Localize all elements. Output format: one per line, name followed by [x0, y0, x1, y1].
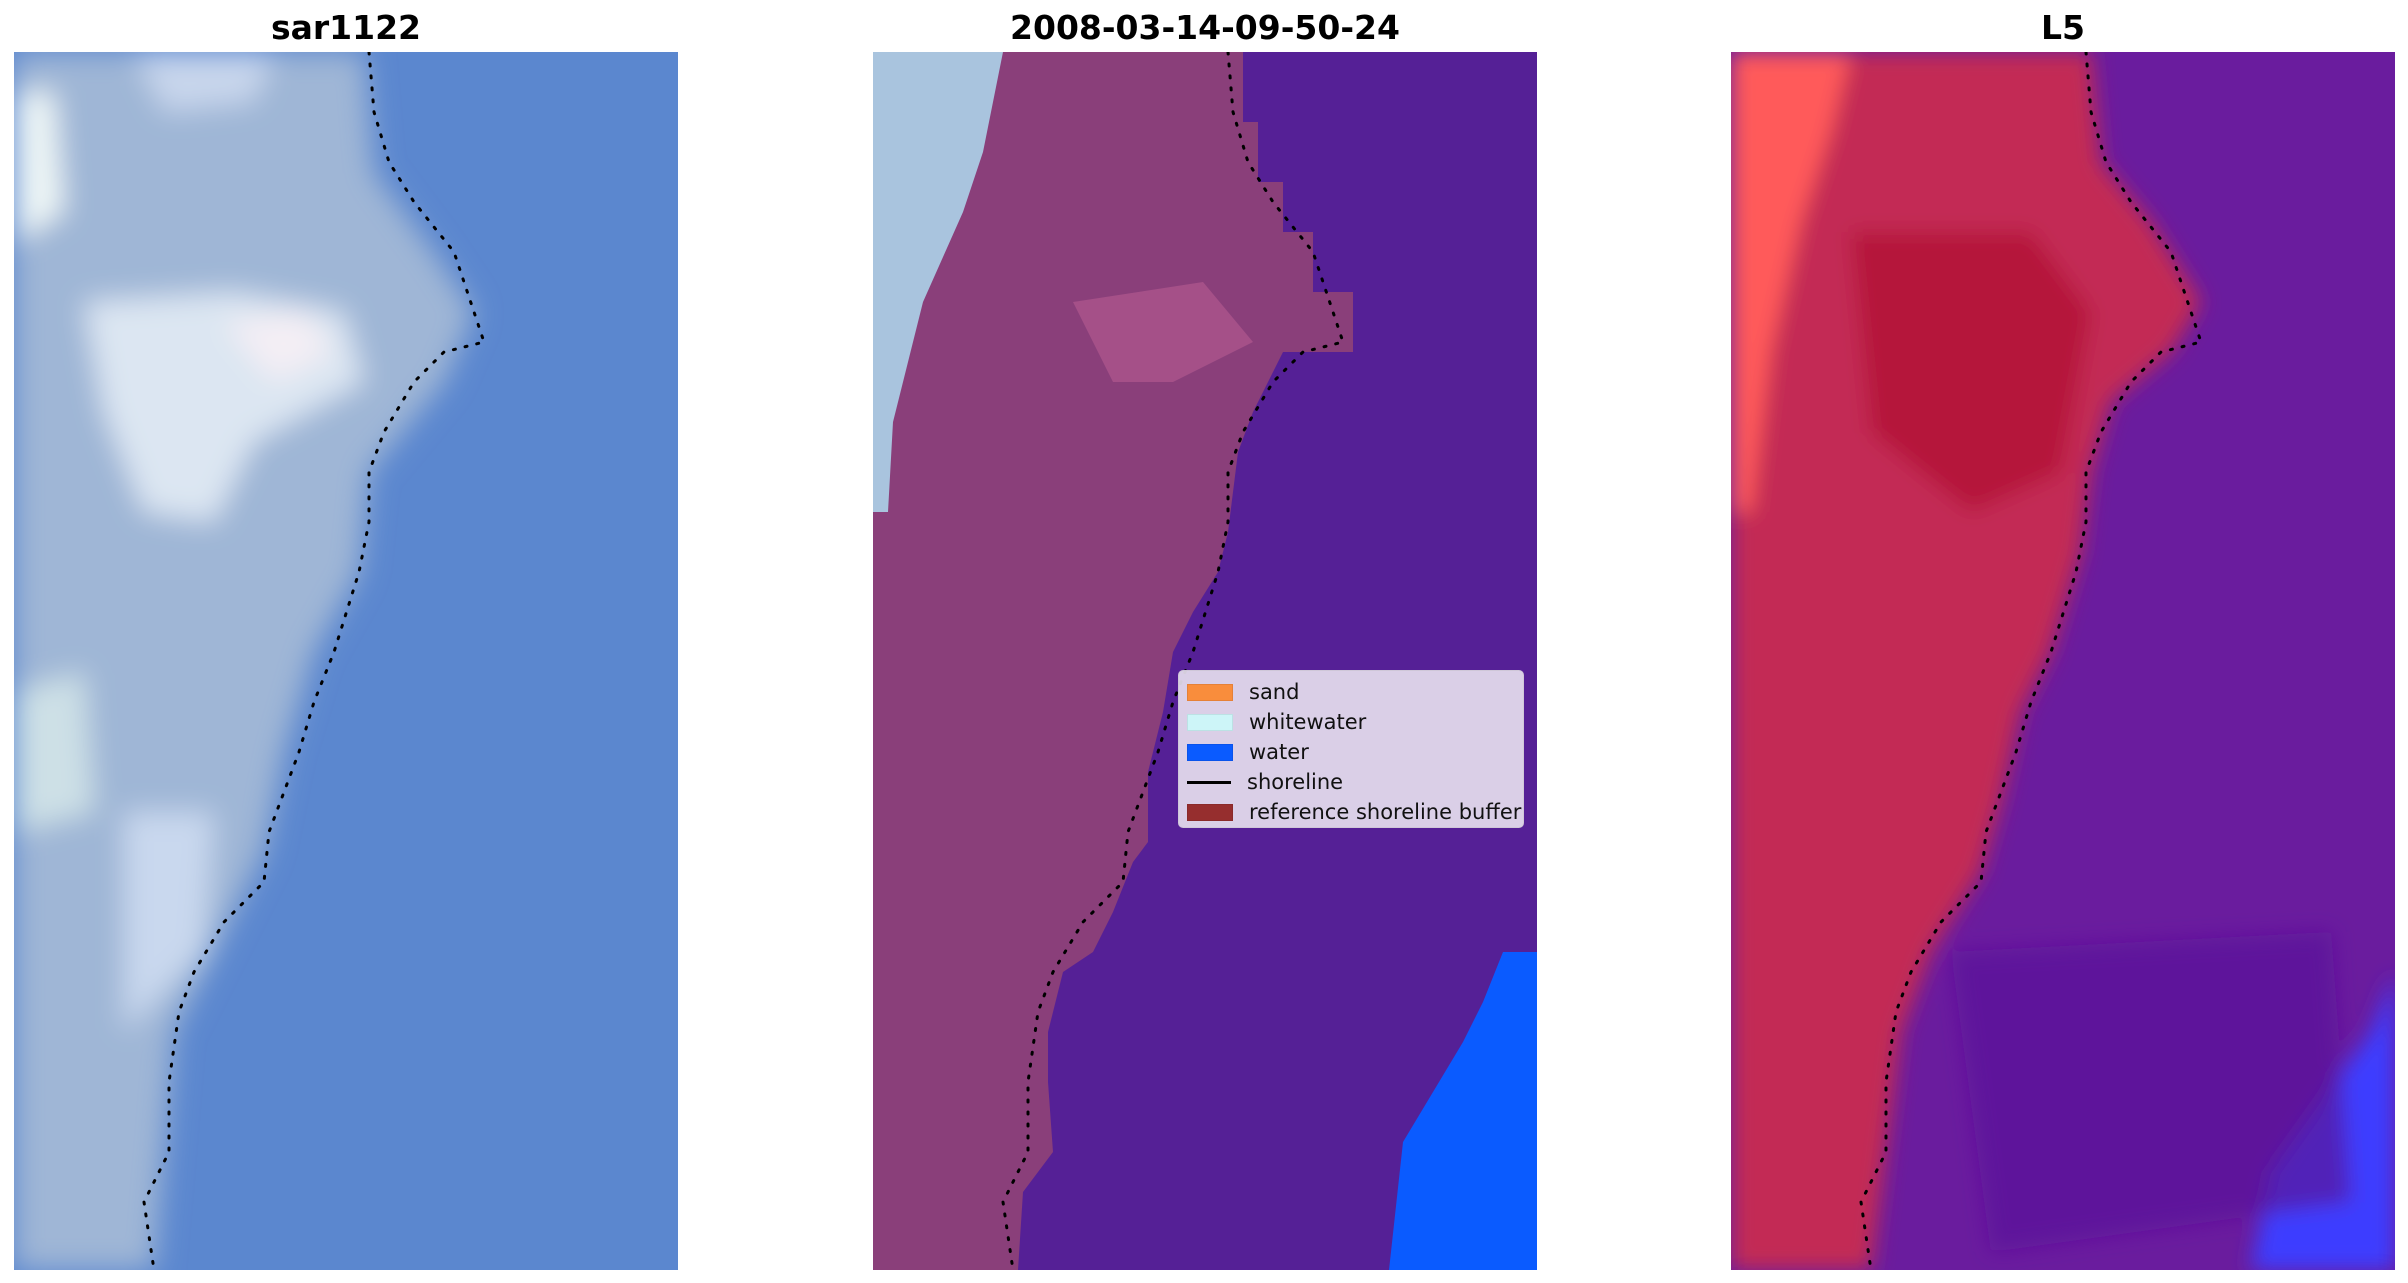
rgb-foam-6 [134, 52, 274, 112]
legend-item-buffer: reference shoreline buffer [1187, 797, 1523, 827]
legend-label-shoreline: shoreline [1247, 770, 1344, 794]
classified-whitewater-region [873, 52, 1003, 512]
panel-title-classified: 2008-03-14-09-50-24 [1010, 8, 1400, 47]
index-red-strip [1731, 52, 1851, 512]
legend-swatch-buffer [1187, 803, 1233, 821]
legend-item-sand: sand [1187, 677, 1523, 707]
image-index [1731, 52, 2395, 1270]
legend-swatch-whitewater [1187, 713, 1233, 731]
index-land-core [1851, 232, 2091, 512]
legend-item-water: water [1187, 737, 1523, 767]
legend-item-whitewater: whitewater [1187, 707, 1523, 737]
panel-index: L5 [1731, 0, 2395, 1283]
rgb-foam-3 [14, 92, 64, 242]
classified-water-blue [1389, 952, 1537, 1270]
panel-classified: 2008-03-14-09-50-24 [873, 0, 1537, 1283]
index-deep-water [1951, 932, 2351, 1252]
legend-label-sand: sand [1249, 680, 1300, 704]
classified-buffer-highlight [1073, 282, 1253, 382]
rgb-foam-4 [14, 672, 94, 832]
legend-swatch-water [1187, 743, 1233, 761]
panel-title-index: L5 [2041, 8, 2085, 47]
legend-item-shoreline: shoreline [1187, 767, 1523, 797]
legend-label-water: water [1249, 740, 1309, 764]
legend-swatch-sand [1187, 683, 1233, 701]
legend-label-buffer: reference shoreline buffer [1249, 800, 1522, 824]
image-rgb [14, 52, 678, 1270]
panel-rgb: sar1122 [14, 0, 678, 1283]
panel-title-rgb: sar1122 [270, 8, 422, 47]
legend-label-whitewater: whitewater [1249, 710, 1367, 734]
classified-buffer-region [873, 52, 1353, 1270]
rgb-foam-2 [224, 312, 334, 382]
rgb-foam-5 [124, 812, 214, 1032]
image-classified [873, 52, 1537, 1270]
legend-line-shoreline [1187, 780, 1231, 784]
index-land-region [1731, 52, 2201, 1270]
legend: sand whitewater water shoreline referenc… [1178, 670, 1524, 828]
